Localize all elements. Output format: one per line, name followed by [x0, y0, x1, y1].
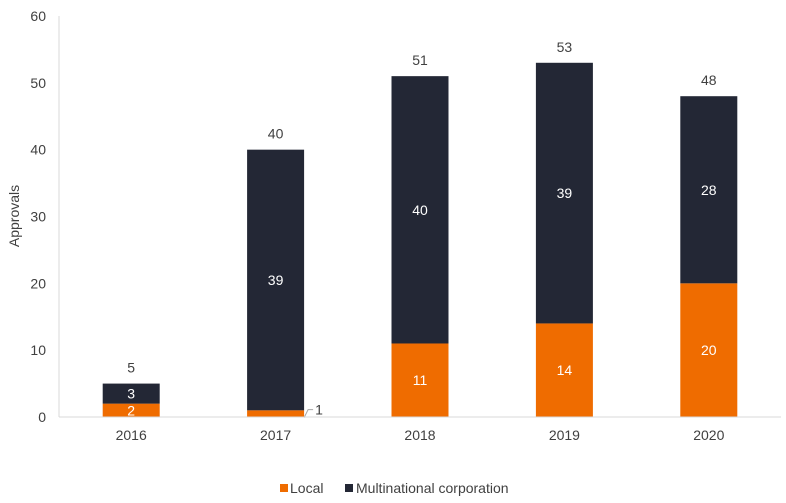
legend-label-multinational: Multinational corporation: [356, 480, 509, 496]
x-tick-label: 2017: [260, 427, 291, 443]
legend: Local Multinational corporation: [280, 480, 509, 496]
bar-segment-local: [391, 343, 449, 417]
x-tick-label: 2016: [116, 427, 147, 443]
legend-swatch-local: [280, 484, 288, 492]
bar-segment-multinational: [680, 96, 738, 284]
y-tick-label: 30: [30, 209, 46, 225]
data-label: 1: [315, 402, 323, 418]
bar-segment-multinational: [247, 149, 305, 411]
data-label: 40: [412, 202, 428, 218]
y-tick-label: 20: [30, 275, 46, 291]
data-label: 20: [701, 342, 717, 358]
bars: [102, 62, 738, 417]
bar-segment-local: [535, 323, 593, 417]
bar-segment-local: [680, 283, 738, 417]
x-tick-label: 2020: [693, 427, 724, 443]
bar-segment-multinational: [535, 62, 593, 324]
total-label: 40: [268, 126, 284, 142]
x-tick-label: 2018: [404, 427, 435, 443]
leader-line: [303, 409, 314, 418]
y-axis-title: Approvals: [6, 185, 22, 247]
y-tick-label: 0: [38, 409, 46, 425]
x-axis-ticks: 2016 2017 2018 2019 2020: [116, 427, 725, 443]
legend-swatch-multinational: [345, 484, 353, 492]
bar-segment-local: [247, 410, 305, 417]
total-label: 51: [412, 52, 428, 68]
data-label: 3: [127, 386, 135, 402]
total-label: 53: [557, 39, 573, 55]
bar-segment-multinational: [102, 383, 160, 404]
total-label: 5: [127, 360, 135, 376]
data-label: 39: [557, 185, 573, 201]
x-tick-label: 2019: [549, 427, 580, 443]
data-label: 39: [268, 272, 284, 288]
total-label: 48: [701, 72, 717, 88]
legend-label-local: Local: [290, 480, 323, 496]
y-tick-label: 60: [30, 8, 46, 24]
y-tick-label: 10: [30, 342, 46, 358]
data-label: 11: [413, 372, 428, 388]
bar-segment-local: [102, 403, 160, 417]
bar-segment-multinational: [391, 76, 449, 344]
y-axis-ticks: 0 10 20 30 40 50 60: [30, 8, 46, 425]
y-tick-label: 40: [30, 142, 46, 158]
y-tick-label: 50: [30, 75, 46, 91]
data-label: 2: [127, 402, 135, 418]
data-label: 28: [701, 182, 717, 198]
data-label: 14: [557, 362, 573, 378]
